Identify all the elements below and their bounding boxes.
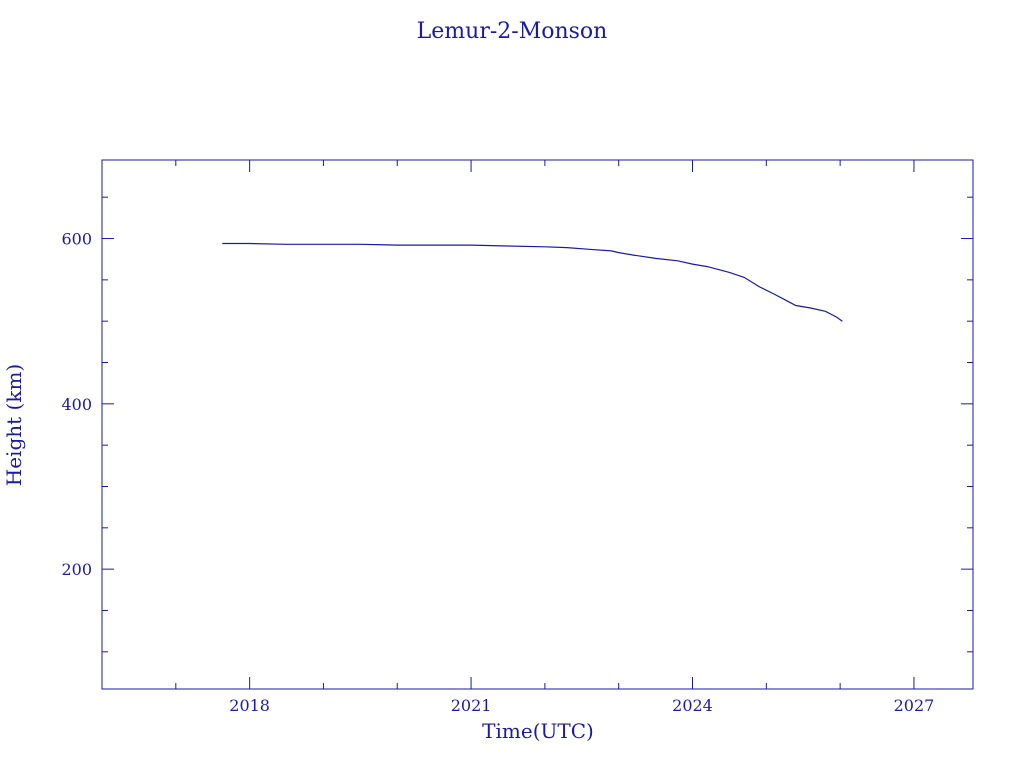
y-tick-label: 600 — [61, 230, 92, 249]
x-tick-labels: 2018 2021 2024 2027 — [229, 696, 934, 715]
chart-title: Lemur-2-Monson — [417, 19, 608, 44]
plot-frame — [101, 159, 974, 690]
x-tick-label: 2027 — [894, 696, 935, 715]
series-line — [222, 242, 843, 322]
y-tick-label: 400 — [61, 395, 92, 414]
axis-ticks — [101, 160, 973, 689]
x-tick-label: 2024 — [672, 696, 713, 715]
x-tick-label: 2018 — [229, 696, 270, 715]
x-tick-label: 2021 — [451, 696, 492, 715]
y-tick-labels: 200 400 600 — [61, 230, 92, 580]
x-axis-title: Time(UTC) — [482, 719, 594, 743]
y-axis-title: Height (km) — [2, 364, 26, 486]
y-tick-label: 200 — [61, 560, 92, 579]
